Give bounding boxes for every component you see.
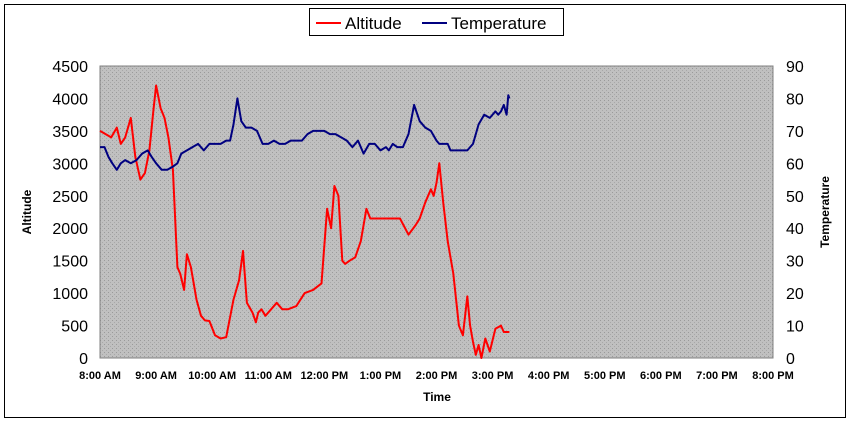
y-right-tick-label: 30 — [786, 254, 804, 271]
right-axis-ticks: 0 10 20 30 40 50 60 70 80 90 — [786, 59, 804, 368]
x-tick-label: 6:00 PM — [640, 370, 682, 382]
x-tick-label: 12:00 PM — [300, 370, 348, 382]
y-left-tick-label: 3500 — [52, 124, 88, 141]
y-left-tick-label: 4500 — [52, 59, 88, 76]
x-tick-label: 8:00 PM — [752, 370, 794, 382]
y-right-tick-label: 50 — [786, 189, 804, 206]
x-axis-ticks: 8:00 AM 9:00 AM 10:00 AM 11:00 AM 12:00 PM 1:… — [79, 370, 794, 382]
x-tick-label: 5:00 PM — [584, 370, 626, 382]
x-axis-label: Time — [423, 390, 451, 404]
series-line-temperature — [100, 94, 511, 171]
y-right-tick-label: 60 — [786, 156, 804, 173]
y-right-tick-label: 10 — [786, 319, 804, 336]
x-tick-label: 10:00 AM — [188, 370, 236, 382]
y-right-tick-label: 70 — [786, 124, 804, 141]
y-right-tick-label: 0 — [786, 351, 795, 368]
y-left-tick-label: 0 — [79, 351, 88, 368]
y-right-tick-label: 90 — [786, 59, 804, 76]
x-tick-label: 3:00 PM — [472, 370, 514, 382]
legend-label-temperature: Temperature — [451, 14, 546, 33]
x-tick-label: 9:00 AM — [135, 370, 177, 382]
y-left-tick-label: 1500 — [52, 254, 88, 271]
x-tick-label: 1:00 PM — [360, 370, 402, 382]
y-left-tick-label: 500 — [61, 319, 88, 336]
x-tick-label: 11:00 AM — [245, 370, 292, 382]
x-tick-label: 7:00 PM — [696, 370, 738, 382]
y-right-tick-label: 80 — [786, 91, 804, 108]
plot-area — [99, 65, 774, 359]
x-tick-label: 8:00 AM — [79, 370, 121, 382]
legend: Altitude Temperature — [309, 8, 564, 36]
y-left-tick-label: 2000 — [52, 221, 88, 238]
series-layer — [99, 84, 511, 359]
x-tick-label: 2:00 PM — [416, 370, 458, 382]
y-right-tick-label: 20 — [786, 286, 804, 303]
series-line-altitude — [99, 84, 510, 359]
legend-label-altitude: Altitude — [345, 14, 402, 33]
y-left-tick-label: 2500 — [52, 189, 88, 206]
y-axis-left-label: Altitude — [20, 189, 34, 234]
y-right-tick-label: 40 — [786, 221, 804, 238]
y-left-tick-label: 3000 — [52, 156, 88, 173]
y-axis-right-label: Temperature — [818, 176, 832, 248]
y-left-tick-label: 1000 — [52, 286, 88, 303]
y-left-tick-label: 4000 — [52, 91, 88, 108]
x-tick-label: 4:00 PM — [528, 370, 570, 382]
left-axis-ticks: 0 500 1000 1500 2000 2500 3000 3500 4000 4500 — [52, 59, 88, 368]
